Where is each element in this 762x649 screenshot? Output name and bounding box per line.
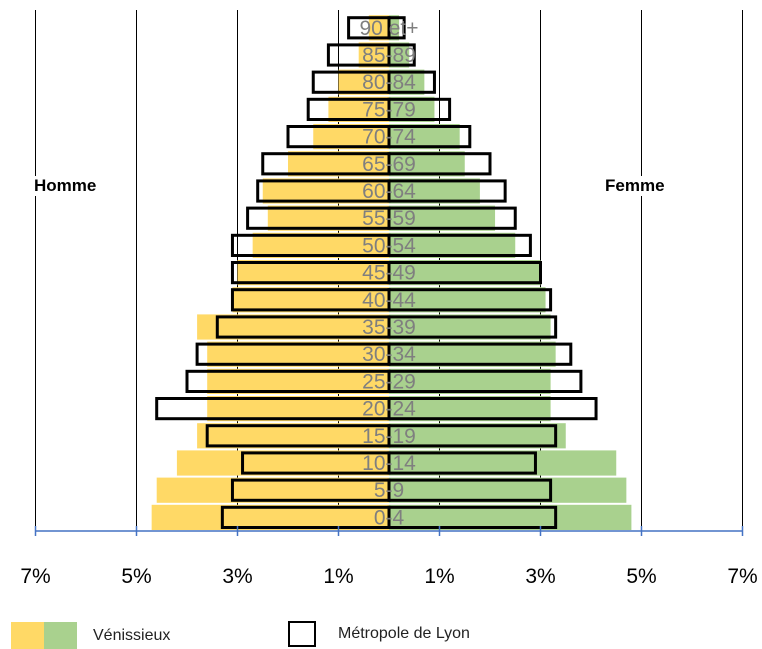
bar-venissieux-homme (207, 341, 389, 367)
bar-venissieux-homme (252, 232, 389, 258)
bar-venissieux-homme (237, 260, 389, 286)
bar-metropole-femme (387, 152, 492, 176)
bar-metropole-femme (387, 369, 583, 393)
age-label: 0-4 (374, 506, 405, 529)
age-label: 90 et+ (360, 17, 419, 40)
age-label: 40-44 (362, 289, 416, 312)
x-tick-label: 1% (424, 565, 454, 588)
bar-metropole-femme (387, 70, 436, 94)
legend-metropole-label: Métropole de Lyon (338, 625, 470, 642)
age-label: 85-89 (362, 44, 416, 67)
legend-venissieux-label: Vénissieux (93, 626, 171, 644)
bar-venissieux-homme (232, 287, 389, 313)
bar-metropole-femme (387, 315, 558, 339)
bar-venissieux-femme (389, 423, 566, 449)
bar-venissieux-femme (389, 42, 410, 68)
age-label: 30-34 (362, 343, 416, 366)
age-label: 10-14 (362, 452, 416, 475)
bar-metropole-femme (387, 505, 558, 529)
age-label: 80-84 (362, 71, 416, 94)
homme-label: Homme (31, 176, 100, 196)
legend-swatch-femme (44, 622, 77, 649)
bar-metropole-femme (387, 179, 507, 203)
x-tick-label: 3% (525, 565, 555, 588)
legend-swatch-outline (288, 621, 316, 647)
metropole-bars (155, 16, 598, 529)
age-label: 75-79 (362, 98, 416, 121)
bar-venissieux-femme (389, 15, 400, 41)
bar-metropole-femme (387, 424, 558, 448)
bar-metropole-femme (387, 97, 452, 122)
age-label: 55-59 (362, 207, 416, 230)
bar-venissieux-homme (368, 15, 389, 41)
bar-venissieux-homme (176, 450, 389, 476)
bar-metropole-femme (387, 397, 598, 421)
bar-metropole-femme (387, 233, 532, 258)
x-tick-label: 1% (323, 565, 353, 588)
bar-venissieux-homme (197, 423, 389, 449)
bar-venissieux-femme (389, 151, 465, 177)
bar-venissieux-femme (389, 96, 435, 122)
age-label: 50-54 (362, 234, 416, 257)
bar-venissieux-homme (262, 178, 389, 204)
bar-venissieux-femme (389, 124, 460, 150)
bar-venissieux-homme (267, 205, 389, 231)
legend-venissieux: Vénissieux (11, 622, 170, 649)
bar-metropole-femme (387, 261, 542, 285)
age-label: 5-9 (374, 479, 404, 502)
bar-venissieux-homme (207, 396, 389, 422)
bar-venissieux-femme (389, 178, 480, 204)
bar-venissieux-homme (338, 69, 389, 95)
bar-venissieux-femme (389, 287, 546, 313)
age-label: 15-19 (362, 425, 416, 448)
age-label: 70-74 (362, 126, 416, 149)
x-tick-label: 7% (20, 565, 50, 588)
bar-venissieux-femme (389, 477, 627, 503)
bar-venissieux-homme (151, 504, 389, 530)
bar-venissieux-femme (389, 205, 496, 231)
age-label: 35-39 (362, 316, 416, 339)
bar-metropole-femme (387, 342, 573, 366)
age-group-labels: 0-4 5-9 10-14 15-19 20-24 25-29 30-34 35-39 40-4… (360, 17, 419, 530)
bar-venissieux-femme (389, 341, 556, 367)
bar-venissieux-femme (389, 450, 617, 476)
bar-venissieux-homme (197, 314, 389, 340)
bar-metropole-femme (387, 288, 553, 312)
bar-venissieux-femme (389, 396, 551, 422)
bar-venissieux-homme (313, 124, 389, 150)
bar-venissieux-homme (156, 477, 389, 503)
venissieux-bars (151, 15, 632, 530)
x-tick-label: 3% (222, 565, 252, 588)
bar-venissieux-femme (389, 314, 551, 340)
bar-venissieux-homme (328, 96, 389, 122)
age-label: 45-49 (362, 262, 416, 285)
bar-venissieux-femme (389, 232, 516, 258)
legend-metropole: Métropole de Lyon (288, 621, 470, 647)
x-axis: 7% 5% 3% 1% 1% 3% 5% 7% (20, 526, 758, 588)
bar-metropole-femme (387, 16, 406, 40)
bar-venissieux-femme (389, 368, 551, 394)
bar-venissieux-homme (358, 42, 389, 68)
femme-label: Femme (602, 176, 668, 196)
legend-swatch-homme (11, 622, 44, 649)
x-tick-label: 7% (727, 565, 757, 588)
age-label: 20-24 (362, 398, 416, 421)
age-label: 60-64 (362, 180, 416, 203)
bar-venissieux-homme (207, 368, 389, 394)
bar-metropole-femme (387, 451, 537, 475)
bar-venissieux-femme (389, 69, 425, 95)
x-tick-label: 5% (121, 565, 151, 588)
bar-venissieux-femme (389, 504, 632, 530)
bar-metropole-femme (387, 43, 416, 67)
bar-venissieux-homme (288, 151, 389, 177)
x-tick-label: 5% (626, 565, 656, 588)
bar-metropole-femme (387, 125, 472, 149)
bar-metropole-femme (387, 206, 517, 230)
age-label: 25-29 (362, 370, 416, 393)
age-label: 65-69 (362, 153, 416, 176)
bar-metropole-femme (387, 478, 553, 502)
bar-venissieux-femme (389, 260, 541, 286)
